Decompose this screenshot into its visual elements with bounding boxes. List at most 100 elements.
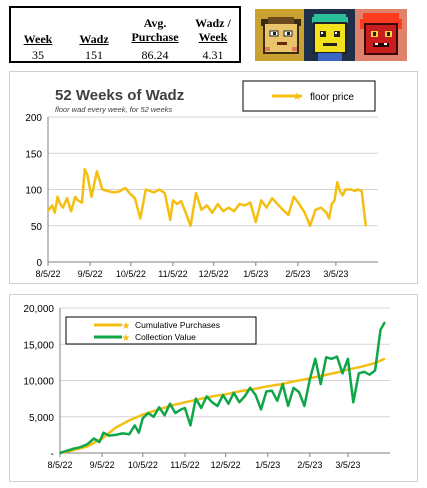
chart2-data-point <box>249 386 252 389</box>
chart1-data-point <box>124 187 127 189</box>
chart2-xtick-label: 10/5/22 <box>128 460 158 470</box>
chart2-data-point <box>205 395 208 398</box>
chart1-data-point <box>62 206 64 209</box>
chart2-data-point <box>189 424 192 427</box>
chart2-data-point <box>298 391 300 393</box>
chart2-data-point <box>163 414 166 417</box>
wad-avatar-green-hair-art <box>304 9 356 61</box>
chart2-data-point <box>137 431 140 434</box>
chart1-data-point <box>148 190 151 192</box>
chart2-data-point <box>121 432 124 435</box>
stats-header-avg-purchase: Avg. Purchase <box>123 16 187 44</box>
chart2-data-point <box>147 412 150 415</box>
chart2-data-point <box>357 372 360 375</box>
chart1-data-point <box>260 199 263 202</box>
chart2-xtick-label: 9/5/22 <box>90 460 115 470</box>
chart1-data-point <box>325 211 328 214</box>
chart1-xtick-label: 8/5/22 <box>35 269 60 279</box>
chart2-data-point <box>314 357 317 360</box>
chart1-data-point <box>249 201 252 204</box>
stats-header-wadz-text: Wadz <box>79 32 109 46</box>
stats-header-week-text: Week <box>23 32 53 46</box>
chart1-data-point <box>117 190 120 193</box>
stats-header-avg-line2: Purchase <box>131 30 179 44</box>
chart1-xtick-label: 10/5/22 <box>116 269 146 279</box>
chart1-data-point <box>320 206 322 209</box>
chart2-data-point <box>114 426 117 429</box>
chart1-data-point <box>112 191 115 194</box>
chart1-xtick-label: 3/5/23 <box>323 269 348 279</box>
chart1-title: 52 Weeks of Wadz <box>55 87 184 104</box>
stats-header-week: Week <box>15 32 61 46</box>
chart2-data-point <box>102 431 105 434</box>
chart1-xtick-label: 12/5/22 <box>199 269 229 279</box>
chart2-data-point <box>238 401 241 404</box>
chart1-data-point <box>74 195 77 198</box>
chart1-data-point <box>303 211 306 214</box>
floor-price-chart: 52 Weeks of Wadz floor wad every week, f… <box>25 80 378 279</box>
chart2-data-point <box>294 380 296 383</box>
chart2-data-point <box>184 407 186 409</box>
chart2-xtick-label: 1/5/23 <box>255 460 280 470</box>
chart2-data-point <box>211 395 213 398</box>
chart2-data-point <box>227 402 230 405</box>
stats-table: Week Wadz Avg. Purchase Wadz / Week 35 1… <box>9 6 241 63</box>
chart2-data-point <box>79 446 82 449</box>
chart2-data-point <box>179 408 182 411</box>
chart2-ytick-label: 10,000 <box>23 377 54 388</box>
chart1-subtitle: floor wad every week, for 52 weeks <box>55 105 172 114</box>
stats-value-avg-purchase: 86.24 <box>141 48 169 62</box>
chart2-data-point <box>93 437 95 440</box>
chart1-data-point <box>336 181 339 184</box>
chart1-xtick-label: 11/5/22 <box>158 269 187 279</box>
chart2-data-point <box>238 390 241 393</box>
chart1-data-point <box>205 204 208 207</box>
chart1-data-point <box>282 208 284 211</box>
chart1-data-point <box>81 201 83 204</box>
chart1-xtick-label: 1/5/23 <box>243 269 268 279</box>
chart1-data-point <box>354 190 356 192</box>
chart1-ytick-label: 0 <box>36 258 42 269</box>
chart2-data-point <box>360 365 363 368</box>
chart2-data-point <box>254 394 257 396</box>
chart2-data-point <box>200 407 203 409</box>
chart2-data-point <box>141 417 144 420</box>
chart2-xtick-label: 3/5/23 <box>335 460 360 470</box>
chart2-data-point <box>336 371 338 374</box>
chart1-ytick-label: 200 <box>25 113 42 124</box>
chart1-xtick-label: 9/5/22 <box>78 269 103 279</box>
chart1-ytick-label: 100 <box>25 186 42 197</box>
chart1-data-point <box>53 211 56 214</box>
chart2-legend-label-collection: Collection Value <box>135 332 196 342</box>
chart2-data-point <box>232 391 235 394</box>
stats-value-week: 35 <box>32 48 44 62</box>
chart2-data-point <box>158 406 161 409</box>
chart1-data-point <box>59 203 62 205</box>
chart1-ytick-label: 150 <box>25 149 42 160</box>
chart2-data-point <box>352 401 355 404</box>
chart2-data-point <box>266 385 269 388</box>
chart2-data-point <box>374 369 376 372</box>
wad-avatar-red-hair <box>355 9 407 61</box>
chart1-data-point <box>83 168 86 171</box>
chart1-data-point <box>227 206 230 209</box>
chart1-data-point <box>276 203 279 205</box>
chart2-data-point <box>169 402 171 405</box>
chart1-data-point <box>176 203 178 205</box>
floor-price-chart-panel: 52 Weeks of Wadz floor wad every week, f… <box>9 71 418 284</box>
chart1-data-point <box>195 192 197 195</box>
chart1-data-point <box>244 204 246 207</box>
stats-value-wadz: 151 <box>85 48 103 62</box>
chart1-data-point <box>298 203 301 205</box>
chart2-data-point <box>197 398 200 401</box>
chart2-data-point <box>292 386 295 389</box>
chart1-data-point <box>66 197 68 200</box>
chart1-data-point <box>95 170 98 173</box>
stats-header-wadz-per-week: Wadz / Week <box>187 16 239 44</box>
chart2-data-point <box>276 399 279 402</box>
chart1-legend-star-icon: ★ <box>292 91 302 103</box>
chart1-data-point <box>314 208 317 211</box>
chart2-data-point <box>325 356 328 359</box>
chart2-xtick-label: 12/5/22 <box>211 460 241 470</box>
chart2-data-point <box>184 401 186 404</box>
